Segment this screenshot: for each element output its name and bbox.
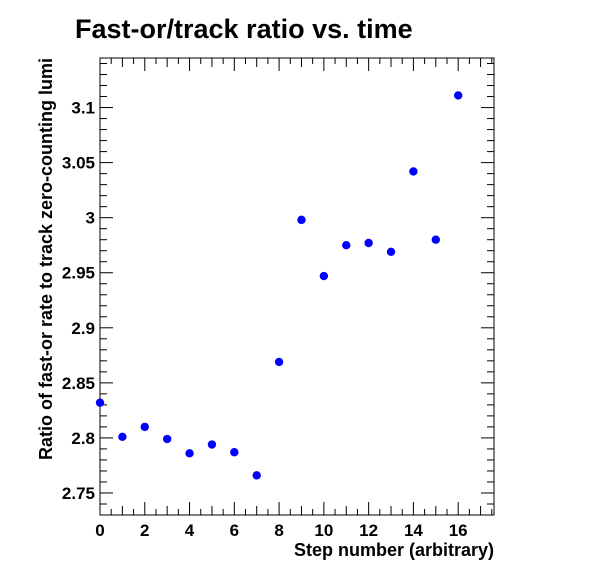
data-points (95, 91, 463, 480)
x-tick-label: 10 (314, 521, 333, 540)
x-tick-label: 2 (140, 521, 149, 540)
data-point (342, 241, 351, 250)
y-tick-label: 2.85 (62, 374, 95, 393)
data-point (431, 235, 440, 244)
x-axis-tick-labels: 0 2 4 6 8 10 12 14 16 (95, 521, 467, 540)
x-tick-label: 12 (359, 521, 378, 540)
y-tick-label: 3.1 (71, 99, 95, 118)
y-tick-label: 2.75 (62, 484, 95, 503)
data-point (319, 271, 329, 281)
plot-frame (99, 57, 495, 516)
x-axis-ticks (99, 58, 493, 515)
x-tick-label: 6 (230, 521, 239, 540)
y-axis-label: Ratio of fast-or rate to track zero-coun… (36, 58, 56, 460)
data-point (297, 215, 306, 225)
x-tick-label: 14 (404, 521, 423, 540)
data-point (207, 440, 217, 449)
data-point (252, 471, 261, 480)
x-tick-label: 16 (449, 521, 468, 540)
data-point (409, 167, 418, 176)
y-tick-label: 2.8 (71, 429, 95, 448)
y-axis-ticks (100, 63, 494, 516)
data-point (185, 449, 194, 458)
data-point (162, 434, 172, 444)
y-tick-label: 2.95 (62, 264, 95, 283)
data-point (118, 432, 127, 442)
data-point (230, 448, 239, 457)
y-tick-label: 2.9 (71, 319, 95, 338)
y-tick-label: 3.05 (62, 154, 95, 173)
chart-title: Fast-or/track ratio vs. time (75, 14, 413, 44)
x-tick-label: 8 (274, 521, 283, 540)
data-point (95, 398, 105, 407)
data-point (364, 238, 373, 248)
data-point (386, 247, 396, 257)
x-tick-label: 4 (185, 521, 195, 540)
data-point (274, 357, 284, 367)
data-point (140, 422, 149, 432)
data-point (453, 91, 463, 100)
x-tick-label: 0 (95, 521, 104, 540)
y-tick-label: 3 (86, 209, 95, 228)
x-axis-label: Step number (arbitrary) (294, 540, 494, 560)
plot-area-border (99, 57, 495, 516)
y-axis-tick-labels: 2.75 2.8 2.85 2.9 2.95 3 3.05 3.1 (62, 99, 95, 503)
